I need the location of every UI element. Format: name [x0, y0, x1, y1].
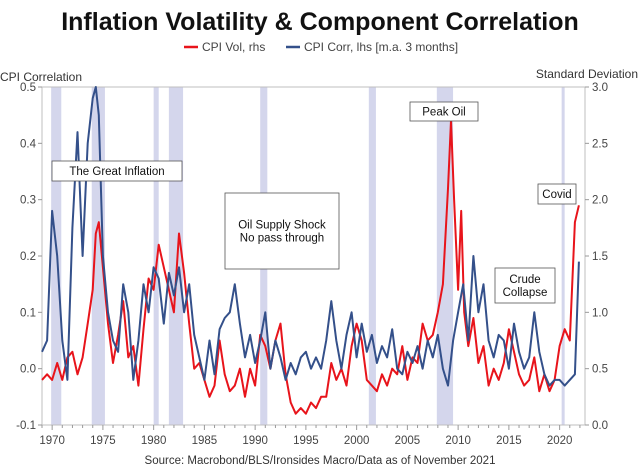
annotation-text-0-0: The Great Inflation: [69, 166, 164, 178]
right-tick-label-0: 0.0: [592, 420, 608, 432]
chart-title: Inflation Volatility & Component Correla…: [61, 8, 579, 36]
annotation-4: Covid: [537, 183, 577, 205]
annotation-text-3-0: Crude: [509, 274, 540, 286]
legend-label-cpi-corr: CPI Corr, lhs [m.a. 3 months]: [304, 40, 458, 54]
x-tick-label-8: 2010: [445, 435, 471, 447]
annotation-text-2-0: Peak Oil: [422, 107, 465, 119]
x-tick-label-5: 1995: [293, 435, 319, 447]
right-tick-label-2: 1.0: [592, 307, 608, 319]
series-lines: [41, 86, 580, 415]
x-tick-label-3: 1985: [192, 435, 218, 447]
x-tick-label-2: 1980: [141, 435, 167, 447]
left-tick-label-6: 0.5: [20, 82, 36, 94]
right-axis-title: Standard Deviation: [536, 67, 638, 81]
x-tick-label-1: 1975: [90, 435, 116, 447]
x-tick-label-0: 1970: [39, 435, 65, 447]
left-axis-title: CPI Correlation: [0, 70, 82, 84]
annotation-box-2: [409, 101, 479, 122]
right-tick-label-5: 2.5: [592, 138, 608, 150]
right-tick-label-6: 3.0: [592, 82, 608, 94]
recession-band-5: [368, 87, 376, 425]
x-tick-label-6: 2000: [344, 435, 370, 447]
left-axis-ticks: -0.1 0.0 0.1 0.2 0.3 0.4 0.5: [16, 82, 42, 432]
annotation-text-3-1: Collapse: [503, 287, 548, 299]
annotation-box-4: [537, 183, 577, 205]
annotation-2: Peak Oil: [409, 101, 479, 122]
series-line-cpi-vol: [41, 119, 580, 415]
left-tick-label-5: 0.4: [20, 138, 37, 150]
recession-band-2: [153, 87, 159, 425]
right-tick-label-1: 0.5: [592, 364, 608, 376]
left-tick-label-3: 0.2: [20, 251, 36, 263]
annotation-text-1-0: Oil Supply Shock: [238, 220, 326, 232]
annotation-0: The Great Inflation: [51, 160, 183, 182]
x-axis-ticks: 1970 1975 1980 1985 1990 1995 2000 2005 2010 2015…: [39, 425, 581, 447]
right-axis-ticks: 0.0 0.5 1.0 1.5 2.0 2.5 3.0: [585, 82, 608, 432]
left-tick-label-2: 0.1: [20, 307, 36, 319]
x-tick-label-10: 2020: [547, 435, 573, 447]
annotation-box-0: [51, 160, 183, 182]
left-tick-label-4: 0.3: [20, 195, 36, 207]
right-tick-label-3: 1.5: [592, 251, 608, 263]
series-line-cpi-corr: [41, 86, 580, 387]
x-tick-label-4: 1990: [242, 435, 268, 447]
x-tick-label-9: 2015: [496, 435, 522, 447]
left-tick-label-0: -0.1: [16, 420, 36, 432]
annotation-box-3: [494, 267, 556, 304]
left-tick-label-1: 0.0: [20, 364, 36, 376]
x-tick-label-7: 2005: [395, 435, 421, 447]
legend: CPI Vol, rhs CPI Corr, lhs [m.a. 3 month…: [184, 40, 458, 54]
source-note: Source: Macrobond/BLS/Ironsides Macro/Da…: [145, 455, 496, 467]
annotation-box-1: [224, 192, 340, 270]
annotation-text-4-0: Covid: [542, 189, 571, 201]
right-tick-label-4: 2.0: [592, 195, 608, 207]
recession-band-7: [561, 87, 565, 425]
legend-label-cpi-vol: CPI Vol, rhs: [202, 40, 265, 54]
annotation-text-1-1: No pass through: [240, 233, 324, 245]
